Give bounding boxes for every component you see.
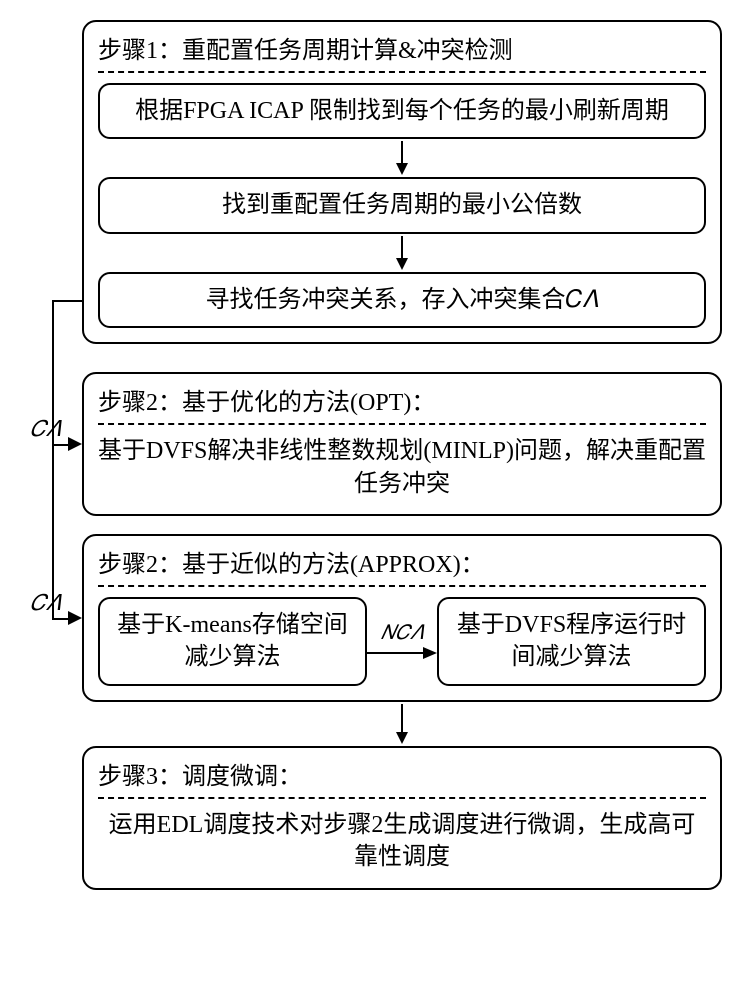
step1-inner-a: 根据FPGA ICAP 限制找到每个任务的最小刷新周期 <box>98 83 706 139</box>
arrow-right-icon <box>68 437 82 456</box>
arrow-down-icon <box>98 236 706 270</box>
step1-box: 步骤1：重配置任务周期计算&冲突检测 根据FPGA ICAP 限制找到每个任务的… <box>82 20 722 344</box>
nca-label: 𝑁𝐶𝛬 <box>375 622 429 645</box>
step2-approx-left: 基于K-means存储空间减少算法 <box>98 597 367 686</box>
step3-box: 步骤3：调度微调： 运用EDL调度技术对步骤2生成调度进行微调，生成高可靠性调度 <box>82 746 722 890</box>
step2-opt-box: 步骤2：基于优化的方法(OPT)： 基于DVFS解决非线性整数规划(MINLP)… <box>82 372 722 516</box>
step2-opt-title: 步骤2：基于优化的方法(OPT)： <box>98 382 706 425</box>
step1-title: 步骤1：重配置任务周期计算&冲突检测 <box>98 30 706 73</box>
step2-approx-row: 基于K-means存储空间减少算法 𝑁𝐶𝛬 基于DVFS程序运行时间减少算法 <box>98 597 706 686</box>
arrow-down-icon <box>98 141 706 175</box>
ca-label-1: 𝐶𝛬 <box>30 416 60 442</box>
flowchart-root: 步骤1：重配置任务周期计算&冲突检测 根据FPGA ICAP 限制找到每个任务的… <box>22 20 722 890</box>
step3-text: 运用EDL调度技术对步骤2生成调度进行微调，生成高可靠性调度 <box>98 809 706 874</box>
ca-label-2: 𝐶𝛬 <box>30 590 60 616</box>
step1-inner-b: 找到重配置任务周期的最小公倍数 <box>98 177 706 233</box>
connector <box>52 300 54 618</box>
connector <box>52 300 82 302</box>
arrow-down-icon <box>82 704 722 744</box>
step1-inner-c: 寻找任务冲突关系，存入冲突集合𝐶𝛬 <box>98 272 706 328</box>
step2-opt-text: 基于DVFS解决非线性整数规划(MINLP)问题，解决重配置任务冲突 <box>98 435 706 500</box>
step3-title: 步骤3：调度微调： <box>98 756 706 799</box>
step2-approx-box: 步骤2：基于近似的方法(APPROX)： 基于K-means存储空间减少算法 𝑁… <box>82 534 722 702</box>
arrow-right-icon <box>367 645 437 661</box>
step2-approx-right: 基于DVFS程序运行时间减少算法 <box>437 597 706 686</box>
step2-approx-title: 步骤2：基于近似的方法(APPROX)： <box>98 544 706 587</box>
arrow-right-icon <box>68 611 82 630</box>
